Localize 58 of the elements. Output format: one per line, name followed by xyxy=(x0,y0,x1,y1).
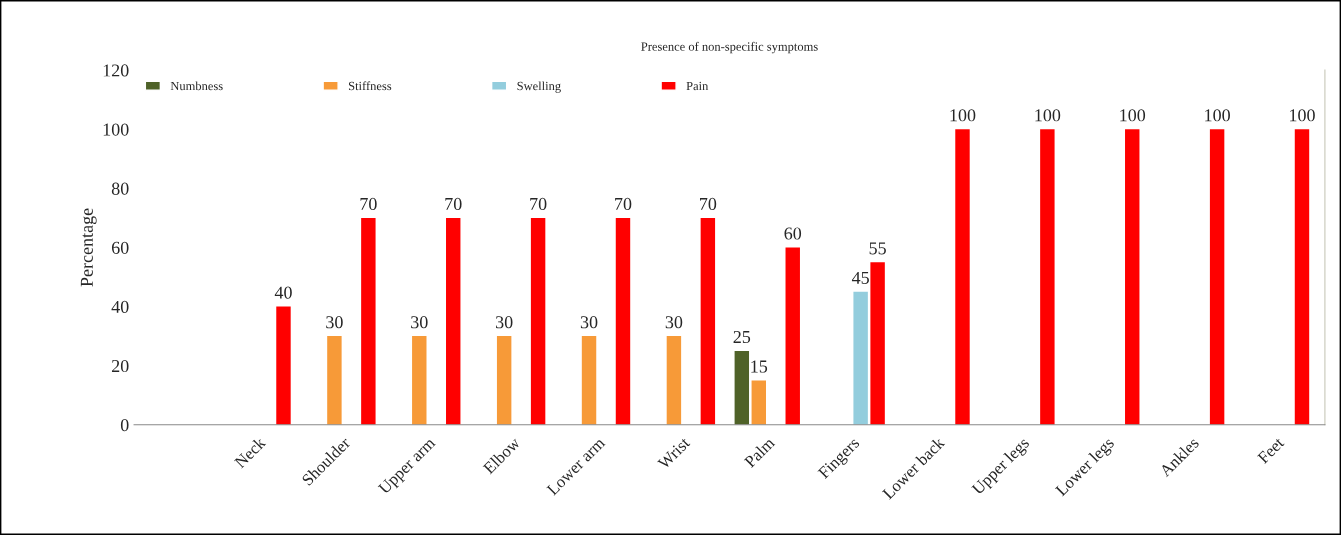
bar xyxy=(734,350,750,425)
y-tick-label: 40 xyxy=(111,300,129,313)
data-label: 45 xyxy=(851,271,869,284)
bar xyxy=(361,217,376,425)
y-axis-title: Percentage xyxy=(80,208,97,287)
bar xyxy=(955,129,970,425)
bar xyxy=(412,336,427,425)
data-label: 55 xyxy=(869,242,886,255)
bar xyxy=(1040,129,1055,425)
bar xyxy=(870,262,885,425)
data-label: 100 xyxy=(1120,109,1146,122)
bar xyxy=(530,217,546,425)
data-label: 70 xyxy=(445,197,462,211)
bar xyxy=(1125,129,1140,425)
data-label: 15 xyxy=(751,360,768,373)
data-label: 30 xyxy=(665,316,683,329)
data-label: 30 xyxy=(326,316,343,329)
bar xyxy=(615,217,631,425)
data-label: 30 xyxy=(411,316,428,329)
y-tick-label: 20 xyxy=(111,359,129,373)
legend-label: Numbness xyxy=(170,81,223,91)
data-label: 30 xyxy=(580,316,598,329)
data-label: 100 xyxy=(1290,109,1315,122)
data-label: 70 xyxy=(530,197,547,211)
data-label: 70 xyxy=(360,197,377,211)
data-label: 60 xyxy=(784,227,802,240)
y-tick-label: 120 xyxy=(103,64,129,77)
data-label: 25 xyxy=(733,330,751,344)
data-label: 40 xyxy=(274,286,292,299)
y-tick-label: 0 xyxy=(120,419,129,432)
data-label: 70 xyxy=(615,197,632,211)
bar xyxy=(581,336,597,425)
bar xyxy=(700,217,716,425)
bar xyxy=(785,247,800,425)
chart-title: Presence of non-specific symptoms xyxy=(641,41,818,54)
y-tick-label: 80 xyxy=(111,182,129,195)
data-label: 100 xyxy=(950,109,976,122)
bar xyxy=(666,336,682,425)
data-label: 100 xyxy=(1035,109,1061,122)
x-tick-label: Wrist xyxy=(657,436,691,470)
data-label: 70 xyxy=(700,197,717,211)
bar xyxy=(751,380,766,425)
bar xyxy=(327,336,342,425)
x-tick-label: Feet xyxy=(1257,436,1285,465)
bar xyxy=(496,336,512,425)
legend-label: Pain xyxy=(686,81,709,91)
legend-label: Stiffness xyxy=(348,81,392,91)
legend-label: Swelling xyxy=(517,81,561,93)
data-label: 100 xyxy=(1205,109,1230,122)
data-label: 30 xyxy=(495,316,513,329)
y-tick-label: 60 xyxy=(111,241,129,254)
bar xyxy=(1209,129,1225,425)
bar xyxy=(1294,129,1310,425)
x-tick-label: Palm xyxy=(743,436,776,469)
y-tick-label: 100 xyxy=(103,123,129,136)
bar xyxy=(276,306,291,425)
bar xyxy=(853,291,868,425)
bar xyxy=(446,217,461,425)
